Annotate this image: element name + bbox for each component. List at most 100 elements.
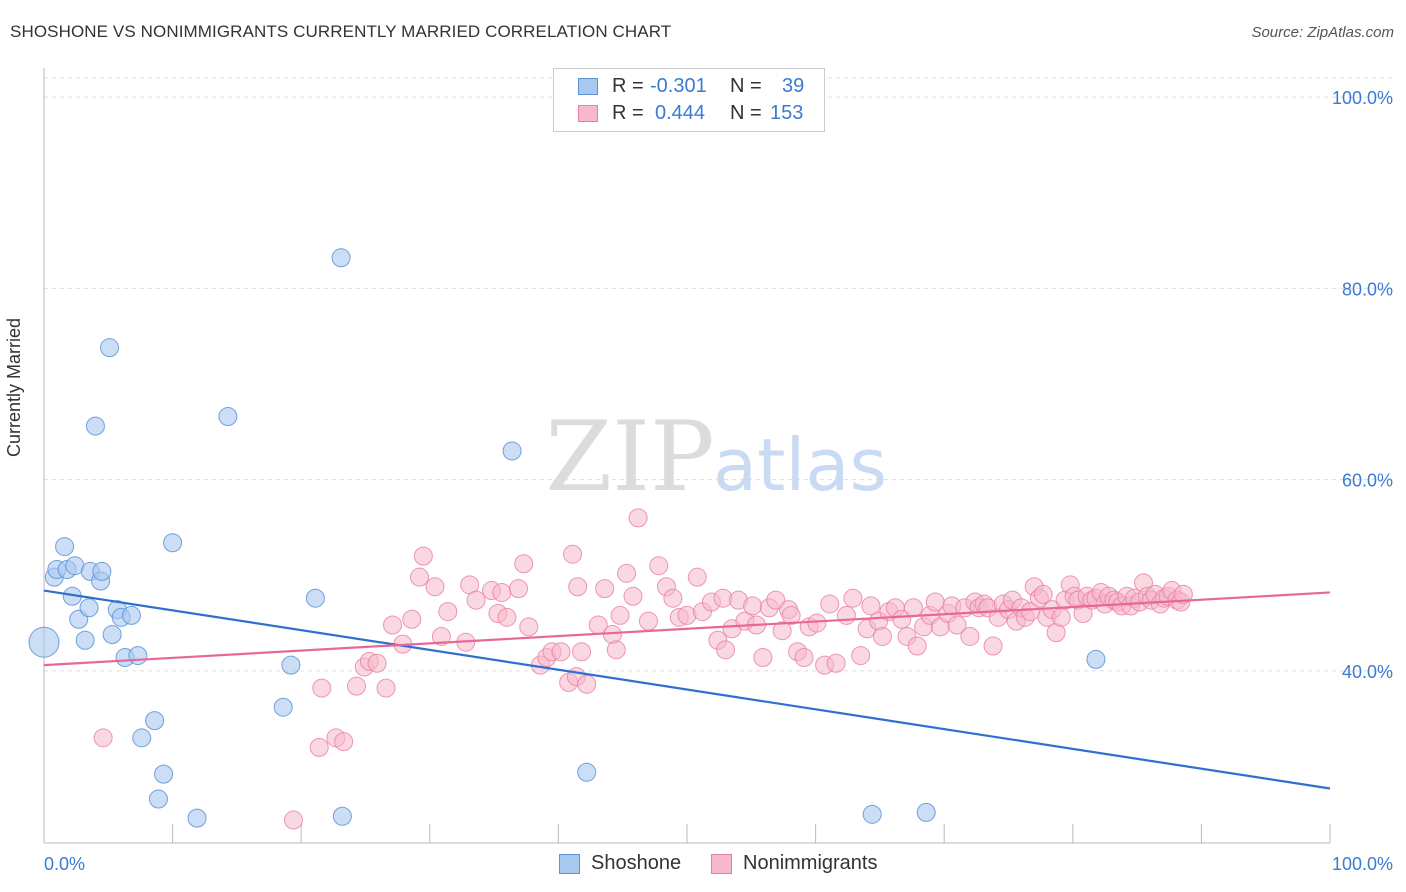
shoshone-point [577, 762, 597, 782]
shoshone-point [85, 416, 105, 436]
nonimmigrants-swatch [578, 105, 598, 122]
nonimmigrants-point [753, 647, 773, 667]
trend-lines [43, 589, 1331, 790]
y-axis-label: Currently Married [4, 317, 24, 457]
nonimmigrants-point [983, 636, 1003, 656]
nonimmigrants-point [376, 678, 396, 698]
nonimmigrants-point [431, 626, 451, 646]
legend-n-value: 39 [782, 75, 805, 97]
legend-n-label: N = [730, 102, 762, 124]
nonimmigrants-point [649, 556, 669, 576]
nonimmigrants-point [1051, 607, 1071, 627]
nonimmigrants-point [283, 810, 303, 830]
y-tick-label: 60.0% [1342, 471, 1393, 491]
shoshone-point [55, 537, 75, 557]
legend-r-value: 0.444 [655, 102, 706, 124]
nonimmigrants-point [572, 642, 592, 662]
nonimmigrants-point [595, 579, 615, 599]
shoshone-point [100, 338, 120, 358]
nonimmigrants-point [743, 596, 763, 616]
nonimmigrants-point [947, 615, 967, 635]
gridlines [44, 77, 1394, 672]
shoshone-point [218, 407, 238, 427]
shoshone-point [163, 533, 183, 553]
shoshone-point [154, 764, 174, 784]
x-tick-label: 100.0% [1332, 854, 1393, 874]
nonimmigrants-point [687, 567, 707, 587]
y-tick-label: 40.0% [1342, 662, 1393, 682]
correlation-legend: R = -0.301 N = 39 R = 0.444 N = 153 [553, 68, 825, 132]
watermark-atlas: atlas [713, 423, 887, 507]
nonimmigrants-point [312, 678, 332, 698]
shoshone-point [281, 655, 301, 675]
nonimmigrants-point [492, 582, 512, 602]
nonimmigrants-point [766, 590, 786, 610]
axes [43, 68, 1331, 844]
shoshone-point [75, 630, 95, 650]
shoshone-swatch [578, 78, 598, 95]
nonimmigrants-point [551, 642, 571, 662]
nonimmigrants-point [1033, 584, 1053, 604]
nonimmigrants-point [794, 647, 814, 667]
shoshone-point [79, 598, 99, 618]
bottom-legend-label: Nonimmigrants [743, 852, 878, 874]
nonimmigrants-point [402, 609, 422, 629]
source-label: Source: ZipAtlas.com [1251, 24, 1394, 41]
legend-n-label: N = [730, 75, 762, 97]
nonimmigrants-point [466, 590, 486, 610]
nonimmigrants-point [577, 674, 597, 694]
legend-r-label: R = [612, 75, 644, 97]
nonimmigrants-trend-line [43, 591, 1331, 667]
shoshone-trend-line [43, 589, 1331, 790]
nonimmigrants-point [413, 546, 433, 566]
nonimmigrants-point [1173, 584, 1193, 604]
nonimmigrants-point [836, 605, 856, 625]
shoshone-point [331, 248, 351, 268]
shoshone-point [148, 789, 168, 809]
nonimmigrants-point [820, 594, 840, 614]
nonimmigrants-point [843, 588, 863, 608]
shoshone-point [916, 802, 936, 822]
nonimmigrants-point [334, 732, 354, 752]
nonimmigrants-point [309, 737, 329, 757]
nonimmigrants-swatch [711, 854, 732, 874]
nonimmigrants-point [519, 617, 539, 637]
nonimmigrants-point [872, 626, 892, 646]
nonimmigrants-point [509, 579, 529, 599]
nonimmigrants-point [346, 676, 366, 696]
nonimmigrants-point [606, 640, 626, 660]
nonimmigrants-point [617, 563, 637, 583]
nonimmigrants-point [772, 621, 792, 641]
shoshone-point [862, 804, 882, 824]
shoshone-point [332, 806, 352, 826]
shoshone-point [273, 697, 293, 717]
nonimmigrants-point [716, 640, 736, 660]
nonimmigrants-point [568, 577, 588, 597]
shoshone-point [305, 588, 325, 608]
nonimmigrants-point [438, 602, 458, 622]
bottom-legend-label: Shoshone [591, 852, 682, 874]
nonimmigrants-point [638, 611, 658, 631]
nonimmigrants-point [628, 508, 648, 528]
nonimmigrants-point [892, 609, 912, 629]
nonimmigrants-points [93, 508, 1193, 830]
shoshone-point [28, 626, 60, 658]
shoshone-point [92, 561, 112, 581]
shoshone-point [502, 441, 522, 461]
nonimmigrants-point [93, 728, 113, 748]
shoshone-swatch [559, 854, 580, 874]
shoshone-point [1086, 649, 1106, 669]
nonimmigrants-point [425, 577, 445, 597]
nonimmigrants-point [623, 586, 643, 606]
nonimmigrants-point [563, 544, 583, 564]
axis-labels: 40.0% 60.0% 80.0% 100.0% 0.0% 100.0% [44, 88, 1393, 874]
watermark: ZIP atlas [545, 401, 887, 513]
legend-r-label: R = [612, 102, 644, 124]
nonimmigrants-point [907, 636, 927, 656]
nonimmigrants-point [497, 607, 517, 627]
nonimmigrants-point [410, 567, 430, 587]
shoshone-point [102, 625, 122, 645]
nonimmigrants-point [514, 554, 534, 574]
shoshone-point [132, 728, 152, 748]
